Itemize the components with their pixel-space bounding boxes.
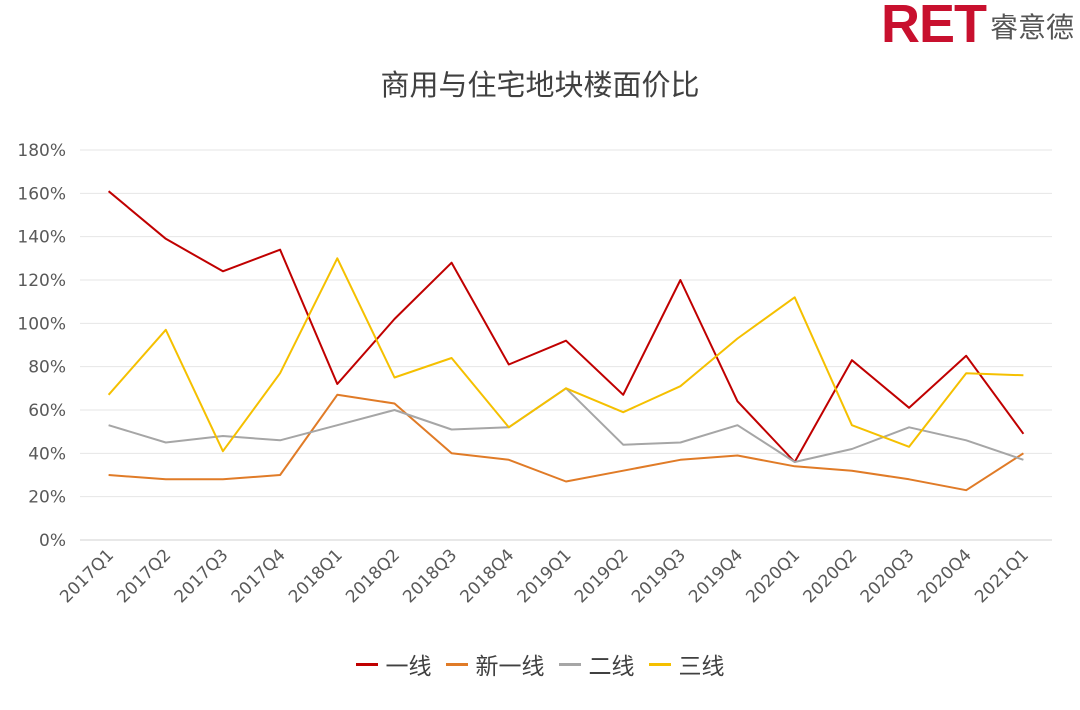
x-tick-label: 2021Q1	[971, 545, 1033, 607]
legend-swatch	[648, 662, 671, 666]
logo-name: 睿意德	[989, 11, 1074, 44]
y-tick-label: 80%	[28, 358, 66, 378]
x-tick-label: 2018Q3	[399, 545, 461, 607]
legend-item: 二线	[558, 647, 635, 681]
brand-logo: RET 睿意德	[880, 0, 1074, 54]
y-tick-label: 120%	[17, 271, 66, 291]
legend-item: 一线	[355, 647, 432, 681]
logo-brand: RET	[880, 0, 987, 54]
x-tick-label: 2017Q4	[228, 545, 290, 607]
x-tick-label: 2020Q3	[857, 545, 919, 607]
x-tick-label: 2019Q4	[685, 545, 747, 607]
x-tick-label: 2017Q2	[113, 545, 175, 607]
series-line-0	[107, 190, 1025, 463]
x-tick-label: 2017Q3	[171, 545, 233, 607]
series-line-2	[108, 387, 1024, 463]
legend-swatch	[558, 662, 581, 666]
x-tick-label: 2020Q2	[800, 545, 862, 607]
legend-label: 二线	[588, 654, 635, 680]
legend-item: 新一线	[445, 647, 545, 681]
x-tick-label: 2020Q1	[742, 545, 804, 607]
y-tick-label: 100%	[17, 314, 66, 334]
legend-item: 三线	[648, 647, 725, 681]
x-tick-label: 2018Q2	[342, 545, 404, 607]
series-line-1	[108, 393, 1024, 492]
y-tick-label: 60%	[28, 401, 66, 421]
y-tick-label: 160%	[17, 184, 66, 204]
x-tick-label: 2018Q1	[285, 545, 347, 607]
series-line-3	[107, 257, 1024, 453]
x-tick-label: 2017Q1	[56, 545, 118, 607]
legend-label: 新一线	[475, 654, 545, 680]
legend-label: 三线	[678, 654, 725, 680]
y-tick-label: 40%	[28, 444, 66, 464]
chart-legend: 一线 新一线 二线 三线	[0, 647, 1080, 681]
y-tick-label: 180%	[17, 141, 66, 161]
x-tick-label: 2020Q4	[914, 545, 976, 607]
legend-swatch	[445, 662, 468, 666]
legend-label: 一线	[385, 654, 432, 680]
x-tick-label: 2019Q1	[514, 545, 576, 607]
x-tick-label: 2019Q2	[571, 545, 633, 607]
y-tick-label: 0%	[39, 531, 66, 551]
chart-title: 商用与住宅地块楼面价比	[380, 68, 700, 102]
x-tick-label: 2018Q4	[457, 545, 519, 607]
y-tick-label: 20%	[28, 488, 66, 508]
legend-swatch	[355, 662, 378, 666]
x-tick-label: 2019Q3	[628, 545, 690, 607]
y-tick-label: 140%	[17, 228, 66, 248]
